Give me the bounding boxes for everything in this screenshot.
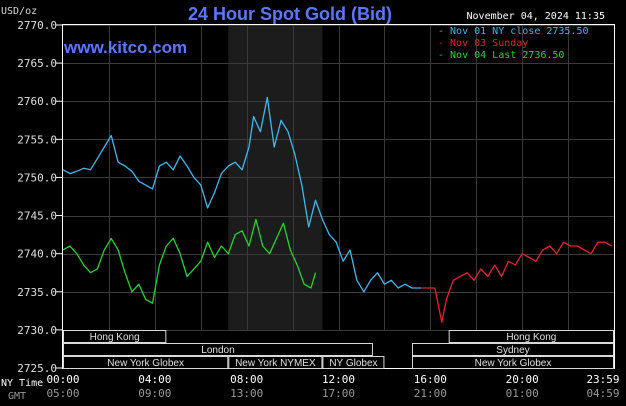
session-bar <box>322 356 385 369</box>
x-tick-ny: 16:00 <box>414 373 447 386</box>
session-label: NY Globex <box>329 358 377 369</box>
x-tick-gmt: 21:00 <box>414 387 447 400</box>
series-line-2 <box>421 241 613 323</box>
x-axis: 00:00 04:00 08:00 12:00 16:00 20:00 23:59 05:00… <box>1 373 620 402</box>
session-bar <box>63 343 373 356</box>
x-tick-ny: 23:59 <box>586 373 619 386</box>
y-tick-label: 2765.0 <box>17 57 57 70</box>
session-label: New York Globex <box>475 358 552 369</box>
market-sessions: Hong Kong London New York Globex New York N… <box>63 330 615 369</box>
date-stamp: November 04, 2024 11:35 <box>467 11 605 22</box>
y-tick-label: 2770.0 <box>17 19 57 32</box>
x-tick-ny: 12:00 <box>322 373 355 386</box>
price-series <box>62 96 613 323</box>
x-tick-gmt: 09:00 <box>138 387 171 400</box>
series-line-3 <box>62 218 317 304</box>
session-bar <box>228 356 323 369</box>
session-label: New York NYMEX <box>235 358 316 369</box>
legend-entry-3: - Nov 04 Last 2736.50 <box>438 50 564 61</box>
session-bar <box>411 356 615 369</box>
legend: - Nov 01 NY close 2735.50- Nov 03 Sunday… <box>438 26 589 61</box>
legend-entry-1: - Nov 01 NY close 2735.50 <box>438 26 589 37</box>
series-line-1 <box>62 96 422 293</box>
session-label: London <box>201 345 234 356</box>
chart-title: 24 Hour Spot Gold (Bid) <box>188 4 392 24</box>
y-unit-label: USD/oz <box>1 6 37 17</box>
x-tick-gmt: 17:00 <box>322 387 355 400</box>
x-tick-ny: 00:00 <box>46 373 79 386</box>
x-tick-gmt: 01:00 <box>506 387 539 400</box>
x-row-label-gmt: GMT <box>8 391 26 402</box>
session-bar <box>63 330 167 343</box>
session-label: Sydney <box>496 345 529 356</box>
y-axis: 2770.0 2765.0 2760.0 2755.0 2750.0 2745.0 2740… <box>17 19 63 375</box>
y-tick-label: 2750.0 <box>17 171 57 184</box>
session-label: Hong Kong <box>506 332 556 343</box>
x-tick-gmt: 13:00 <box>230 387 263 400</box>
x-tick-ny: 08:00 <box>230 373 263 386</box>
legend-entry-2: - Nov 03 Sunday <box>438 38 528 49</box>
x-tick-gmt: 04:59 <box>586 387 619 400</box>
y-tick-label: 2760.0 <box>17 95 57 108</box>
kitco-watermark: www.kitco.com <box>63 38 187 57</box>
x-tick-ny: 04:00 <box>138 373 171 386</box>
x-tick-gmt: 05:00 <box>46 387 79 400</box>
session-bar <box>448 330 615 343</box>
x-row-label-ny: NY Time <box>1 378 43 389</box>
y-tick-label: 2745.0 <box>17 210 57 223</box>
y-tick-label: 2740.0 <box>17 248 57 261</box>
y-tick-label: 2755.0 <box>17 133 57 146</box>
session-label: New York Globex <box>107 358 184 369</box>
y-tick-label: 2735.0 <box>17 286 57 299</box>
session-bar <box>63 356 229 369</box>
x-tick-ny: 20:00 <box>506 373 539 386</box>
y-tick-label: 2725.0 <box>17 362 57 375</box>
session-label: Hong Kong <box>90 332 140 343</box>
session-bar <box>411 343 615 356</box>
y-tick-label: 2730.0 <box>17 324 57 337</box>
